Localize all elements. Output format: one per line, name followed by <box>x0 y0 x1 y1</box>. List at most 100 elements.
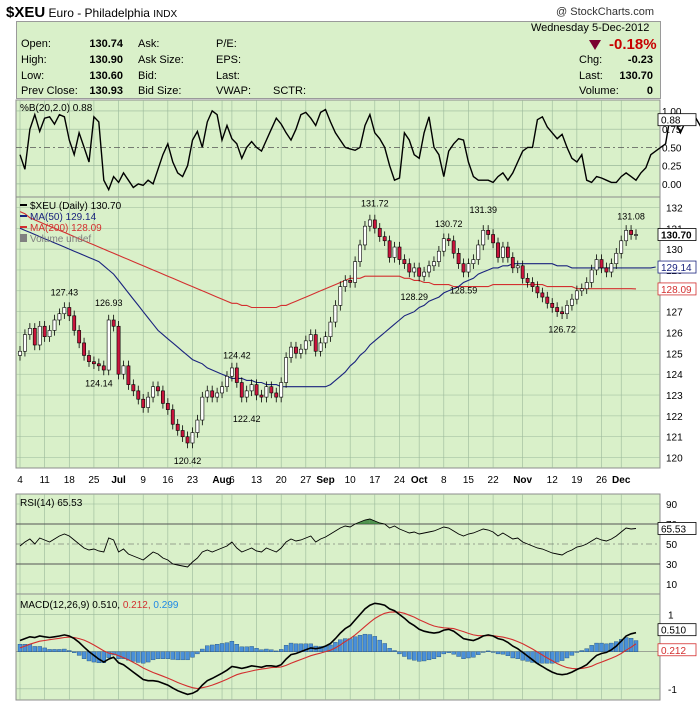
price-tick-label: 132 <box>666 203 683 214</box>
price-legend-entry: MA(200) 128.09 <box>30 223 102 234</box>
macd-histogram-bar <box>352 636 358 652</box>
candle-body <box>486 230 491 235</box>
macd-histogram-bar <box>569 651 575 656</box>
candle-body <box>284 357 289 383</box>
price-annotation: 128.59 <box>450 286 478 296</box>
candle-body <box>496 242 500 258</box>
candle-body <box>269 386 274 394</box>
candle-body <box>609 263 614 273</box>
candle-body <box>195 419 200 433</box>
candle-body <box>481 230 486 246</box>
macd-histogram-bar <box>362 633 368 652</box>
percent-b-last-tag: 0.88 <box>661 116 681 127</box>
macd-histogram-bar <box>392 650 397 652</box>
price-annotation: 130.72 <box>435 219 463 229</box>
macd-tick-label: 1 <box>668 610 674 621</box>
candle-body <box>387 240 392 258</box>
rsi-last-tag: 65.53 <box>661 524 686 535</box>
pe-label: P/E: <box>216 38 237 50</box>
candle-body <box>412 267 417 273</box>
x-tick-label: 25 <box>88 475 100 486</box>
macd-histogram-bar <box>594 642 599 652</box>
price-tick-label: 124 <box>666 370 683 381</box>
high-label: High: <box>21 54 47 66</box>
candle-body <box>614 252 619 265</box>
candle-body <box>520 265 525 279</box>
macd-histogram-bar <box>278 649 284 652</box>
macd-histogram-bar <box>421 651 427 662</box>
macd-line <box>19 602 637 696</box>
macd-histogram-bar <box>559 651 565 661</box>
macd-histogram-bar <box>165 651 171 659</box>
candle-body <box>505 246 510 258</box>
macd-histogram-bar <box>269 649 274 652</box>
candle-body <box>471 259 476 265</box>
price-annotation: 124.42 <box>223 350 251 360</box>
percent-b-line <box>19 108 700 192</box>
x-tick-label: 20 <box>276 475 288 486</box>
macd-histogram-bar <box>387 648 392 652</box>
candle-body <box>121 365 126 375</box>
macd-histogram-bar <box>377 639 382 652</box>
macd-histogram-bar <box>205 645 210 652</box>
macd-histogram-bar <box>500 651 506 655</box>
candle-body <box>338 286 343 306</box>
candle-body <box>501 246 505 258</box>
candle-body <box>333 305 338 323</box>
macd-histogram-bar <box>579 650 584 652</box>
low-value: 130.60 <box>89 70 123 82</box>
candle-body <box>432 261 436 267</box>
macd-last-tag-box <box>657 623 697 637</box>
macd-histogram-bar <box>57 649 62 652</box>
candle-body <box>101 365 106 371</box>
ask-label: Ask: <box>138 38 160 50</box>
macd-histogram-bar <box>76 651 82 656</box>
candle-body <box>230 367 234 377</box>
candle-body <box>456 252 461 265</box>
macd-histogram-bar <box>150 651 156 661</box>
macd-histogram-bar <box>550 651 555 664</box>
volume-legend-swatch <box>20 234 27 242</box>
macd-histogram-bar <box>347 638 353 652</box>
macd-histogram-bar <box>264 648 269 652</box>
candle-body <box>476 244 481 260</box>
macd-histogram-bar <box>195 651 200 655</box>
macd-histogram-bar <box>357 635 363 652</box>
macd-tick-label: -1 <box>668 685 677 696</box>
price-annotation: 124.14 <box>85 378 113 388</box>
candle-body <box>185 436 190 444</box>
candle-body <box>165 403 170 410</box>
candle-body <box>18 350 22 356</box>
bid-label: Bid: <box>138 70 157 82</box>
macd-histogram-bar <box>530 651 535 663</box>
x-tick-label: 8 <box>441 475 447 486</box>
candle-body <box>303 340 308 350</box>
price-annotation: 131.72 <box>361 198 389 208</box>
x-tick-label: 22 <box>488 475 500 486</box>
price-tick-label: 121 <box>666 433 683 444</box>
candle-body <box>106 319 111 371</box>
macd-histogram-bar <box>628 638 634 652</box>
macd-histogram-bar <box>224 642 230 652</box>
volume-value: 0 <box>646 85 653 97</box>
macd-histogram-bar <box>219 643 225 652</box>
price-annotation: 131.08 <box>617 212 645 222</box>
candle-body <box>417 267 422 277</box>
macd-histogram-bar <box>599 642 604 652</box>
macd-histogram-bar <box>382 643 387 652</box>
candle-body <box>535 286 540 294</box>
macd-histogram-bar <box>175 651 180 661</box>
price-tick-label: 122 <box>666 412 683 423</box>
macd-histogram-bar <box>540 651 545 664</box>
x-tick-label: 12 <box>547 475 559 486</box>
quote-date: Wednesday 5-Dec-2012 <box>531 22 650 34</box>
candle-body <box>313 334 318 352</box>
candle-body <box>382 236 387 242</box>
candle-body <box>136 390 141 400</box>
candle-body <box>116 325 121 375</box>
candle-body <box>451 240 456 254</box>
macd-histogram-bar <box>495 651 501 655</box>
macd-histogram-bar <box>407 651 412 660</box>
price-tag-box <box>657 228 697 241</box>
